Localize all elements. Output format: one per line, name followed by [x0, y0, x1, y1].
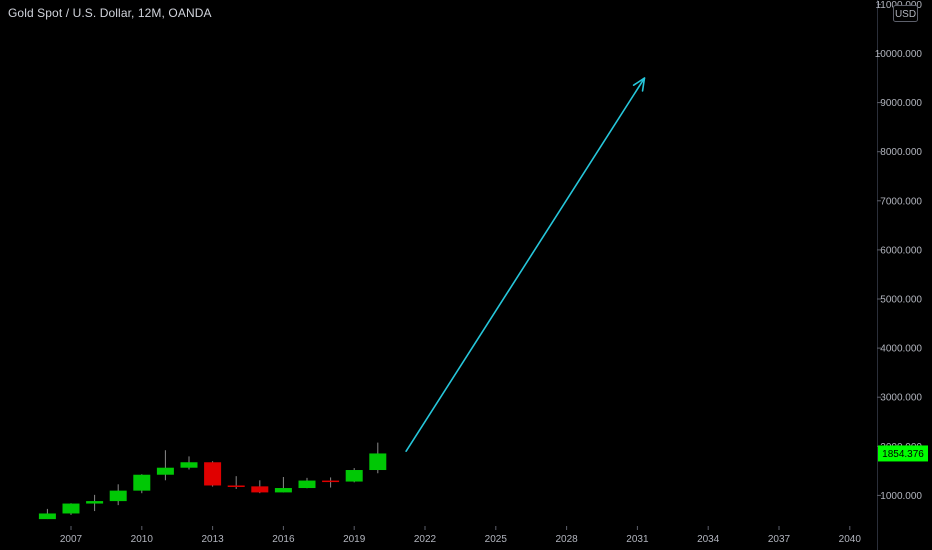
plot-area[interactable] [38, 77, 646, 520]
candle-2016[interactable] [274, 476, 292, 493]
trend-arrow[interactable] [405, 77, 646, 453]
y-tick-label: 3000.000 [880, 393, 922, 404]
candle-2006[interactable] [38, 508, 56, 520]
candle-body [345, 470, 363, 482]
x-tick-label: 2025 [485, 534, 508, 545]
trend-arrow-shaft [405, 77, 646, 453]
candle-2011[interactable] [156, 450, 174, 481]
candle-body [204, 462, 222, 486]
candle-2007[interactable] [62, 503, 80, 515]
chart-title: Gold Spot / U.S. Dollar, 12M, OANDA [8, 6, 212, 20]
currency-unit-box[interactable]: USD [893, 5, 918, 22]
candle-2017[interactable] [298, 477, 316, 489]
candle-body [227, 485, 245, 487]
x-tick-label: 2031 [626, 534, 649, 545]
y-tick-label: 10000.000 [875, 49, 923, 60]
y-tick-label: 1000.000 [880, 491, 922, 502]
last-price-tag-label: 1854.376 [882, 449, 924, 460]
x-tick-label: 2040 [839, 534, 862, 545]
candle-body [251, 486, 269, 493]
candle-2012[interactable] [180, 456, 198, 470]
candle-2019[interactable] [345, 468, 363, 483]
x-tick-label: 2013 [201, 534, 224, 545]
candle-body [180, 462, 198, 468]
candle-2010[interactable] [133, 474, 151, 494]
candle-body [86, 501, 104, 504]
x-tick-label: 2016 [272, 534, 295, 545]
y-tick-label: 7000.000 [880, 196, 922, 207]
trend-arrow-head [632, 77, 646, 92]
last-price-tag: 1854.376 [878, 445, 928, 462]
candle-2014[interactable] [227, 476, 245, 489]
candle-2008[interactable] [86, 494, 104, 512]
x-tick-label: 2007 [60, 534, 83, 545]
candle-body [38, 513, 56, 520]
x-tick-label: 2019 [343, 534, 366, 545]
currency-unit-box-frame [893, 5, 918, 22]
y-tick-label: 9000.000 [880, 98, 922, 109]
candle-body [62, 503, 80, 514]
candle-2015[interactable] [251, 480, 269, 494]
candle-2013[interactable] [204, 461, 222, 487]
currency-unit-label: USD [895, 9, 916, 20]
x-tick-label: 2037 [768, 534, 791, 545]
y-tick-label: 6000.000 [880, 245, 922, 256]
time-axis[interactable]: 2007 2010 2013 2016 2019 2022 2025 2028 2031 2034… [60, 526, 861, 545]
candle-2018[interactable] [322, 477, 340, 488]
candle-body [298, 480, 316, 489]
y-tick-label: 8000.000 [880, 147, 922, 158]
x-tick-label: 2028 [555, 534, 578, 545]
candle-body [156, 467, 174, 475]
x-tick-label: 2010 [131, 534, 154, 545]
y-tick-label: 4000.000 [880, 344, 922, 355]
candle-2009[interactable] [109, 484, 127, 506]
candle-body [109, 490, 127, 502]
candle-body [133, 474, 151, 491]
x-tick-label: 2022 [414, 534, 437, 545]
candle-body [369, 453, 387, 471]
x-tick-label: 2034 [697, 534, 720, 545]
candle-body [322, 480, 340, 483]
candle-body [274, 488, 292, 493]
candle-2020[interactable] [369, 442, 387, 474]
y-tick-label: 5000.000 [880, 295, 922, 306]
last-price-tag-bg [878, 445, 928, 462]
